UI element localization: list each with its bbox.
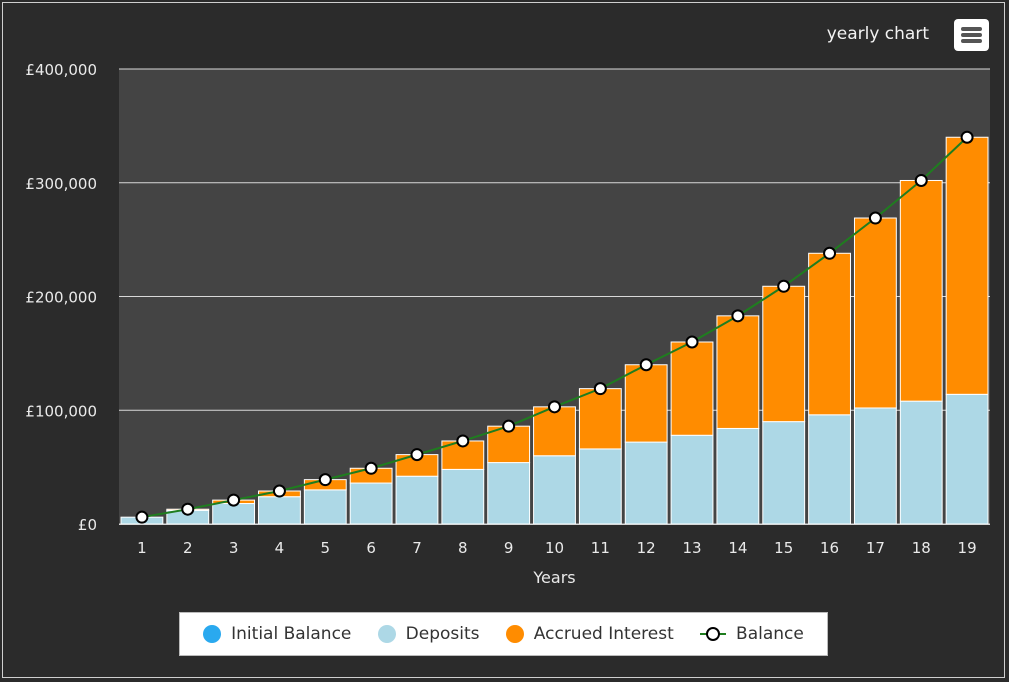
bar-deposits [899,400,943,525]
balance-point [868,211,882,225]
y-tick-label: £200,000 [25,289,97,307]
balance-point [502,419,516,433]
balance-point [227,493,241,507]
x-tick-label: 14 [728,539,747,557]
legend-label-accrued-interest: Accrued Interest [533,624,674,644]
x-tick-label: 3 [229,539,239,557]
x-tick-label: 16 [820,539,839,557]
bar-accrued-interest [716,315,760,429]
legend-item-balance[interactable]: Balance [700,624,804,644]
balance-point [135,510,149,524]
bar-deposits [349,482,393,525]
x-tick-label: 2 [183,539,193,557]
balance-point [364,461,378,475]
x-tick-label: 18 [912,539,931,557]
bar-deposits [762,421,806,525]
balance-point [685,335,699,349]
x-tick-label: 5 [321,539,331,557]
bar-accrued-interest [624,364,668,443]
bar-deposits [945,393,989,525]
balance-point [593,382,607,396]
x-tick-label: 7 [412,539,422,557]
x-axis-title: Years [532,568,575,587]
bar-accrued-interest [808,252,851,416]
bar-deposits [533,455,576,525]
y-tick-label: £100,000 [25,402,97,420]
bar-deposits [716,427,760,525]
bar-deposits [258,496,301,525]
bar-deposits [487,462,531,525]
x-tick-label: 19 [958,539,977,557]
balance-point [777,279,791,293]
balance-point [960,130,974,144]
legend-marker-accrued-interest [505,625,524,643]
y-tick-label: £400,000 [25,61,97,79]
x-tick-label: 4 [275,539,285,557]
x-tick-label: 6 [366,539,376,557]
bar-deposits [853,407,897,525]
x-tick-label: 10 [545,539,564,557]
balance-point [731,309,745,323]
bar-deposits [395,475,439,525]
bar-accrued-interest [945,136,989,395]
bar-accrued-interest [762,285,806,423]
x-tick-label: 17 [866,539,885,557]
balance-point [272,484,286,498]
y-tick-label: £300,000 [25,175,97,193]
legend-marker-balance [700,627,727,641]
bar-accrued-interest [578,388,622,450]
chart-legend: Initial Balance Deposits Accrued Interes… [179,612,828,656]
legend-item-initial-balance[interactable]: Initial Balance [203,624,351,644]
bar-deposits [303,489,347,525]
legend-item-deposits[interactable]: Deposits [377,624,480,644]
bar-accrued-interest [670,341,714,436]
legend-label-balance: Balance [736,624,804,644]
balance-point [914,173,928,187]
balance-point [410,448,424,462]
balance-point [181,502,195,516]
bar-accrued-interest [533,406,576,457]
bar-deposits [670,434,714,525]
x-tick-label: 1 [137,539,147,557]
x-tick-label: 13 [682,539,701,557]
legend-label-deposits: Deposits [405,624,480,644]
chart-title: yearly chart [826,24,929,44]
legend-marker-deposits [377,625,396,643]
balance-point [823,246,837,260]
bar-accrued-interest [853,217,897,409]
bar-deposits [624,441,668,525]
hamburger-menu-icon[interactable] [954,19,989,51]
legend-marker-initial-balance [203,625,222,643]
bar-deposits [808,414,851,525]
y-tick-label: £0 [78,516,97,534]
balance-point [318,473,332,487]
balance-point [456,434,470,448]
x-tick-label: 9 [504,539,514,557]
x-tick-label: 15 [774,539,793,557]
balance-point [548,400,561,414]
bar-accrued-interest [899,179,943,402]
legend-label-initial-balance: Initial Balance [231,624,352,644]
bar-deposits [578,448,622,525]
x-tick-label: 8 [458,539,468,557]
x-tick-label: 12 [637,539,656,557]
bar-deposits [441,468,485,525]
legend-item-accrued-interest[interactable]: Accrued Interest [505,624,674,644]
x-tick-label: 11 [591,539,610,557]
balance-point [639,358,653,372]
